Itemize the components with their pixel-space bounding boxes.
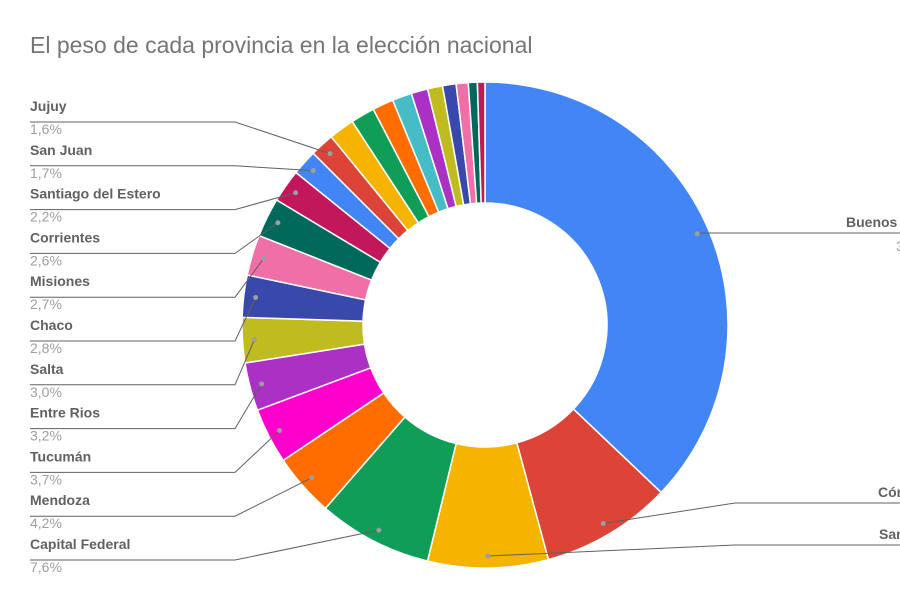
slice-value-label: 37,1% [896,238,900,254]
slice-label: Santiago del Estero [30,186,161,202]
slice-buenos-aires[interactable] [484,81,729,494]
slice-value-label: 3,2% [30,428,62,444]
leader-dot [251,337,257,343]
leader-line [30,529,379,561]
slice-label: San Juan [30,142,92,158]
slice-label: Salta [30,361,64,377]
leader-line [30,477,312,517]
leader-dot [293,190,299,196]
slice-value-label: 2,2% [30,209,62,225]
slice-value-label: 3,0% [30,384,62,400]
slice-label: Santa Fe [879,526,900,542]
slice-label: Corrientes [30,229,100,245]
slice-value-label: 2,6% [30,252,62,268]
leader-line [30,222,279,254]
leader-dot [376,527,382,533]
leader-line [30,297,257,342]
slice-label: Mendoza [30,492,90,508]
slice-value-label: 1,6% [30,121,62,137]
leader-line [30,192,296,211]
leader-dot [694,231,700,237]
slice-label: Capital Federal [30,536,130,552]
slice-label: Tucumán [30,448,91,464]
leader-dot [327,151,333,157]
leader-line [30,258,265,298]
leader-dot [485,553,491,559]
slice-value-label: 2,7% [30,296,62,312]
leader-dot [261,255,267,261]
slice-label: Misiones [30,273,90,289]
leader-dot [277,428,283,434]
slice-value-label: 7,6% [30,559,62,575]
leader-dot [309,475,315,481]
leader-dot [253,294,259,300]
slice-value-label: 2,8% [30,340,62,356]
slice-unlabeled-23[interactable] [476,81,486,204]
leader-dot [259,381,265,387]
slice-label: Buenos Aires [846,214,900,230]
slice-label: Jujuy [30,98,67,114]
slice-value-label: 3,7% [30,471,62,487]
chart-title: El peso de cada provincia en la elección… [30,32,533,58]
leader-dot [310,168,316,174]
leader-line [487,544,900,557]
leader-line [603,502,900,524]
leader-line [696,232,900,234]
leader-line [30,339,255,386]
leader-line [30,430,280,473]
slice-label: Chaco [30,317,73,333]
leader-line [30,383,263,430]
leader-dot [600,520,606,526]
leader-line [30,121,331,155]
leader-line [30,165,314,172]
slice-value-label: 1,7% [30,165,62,181]
leader-dot [275,220,281,226]
slice-label: Córdoba [878,484,900,500]
slice-value-label: 4,2% [30,515,62,531]
slice-label: Entre Rios [30,405,100,421]
